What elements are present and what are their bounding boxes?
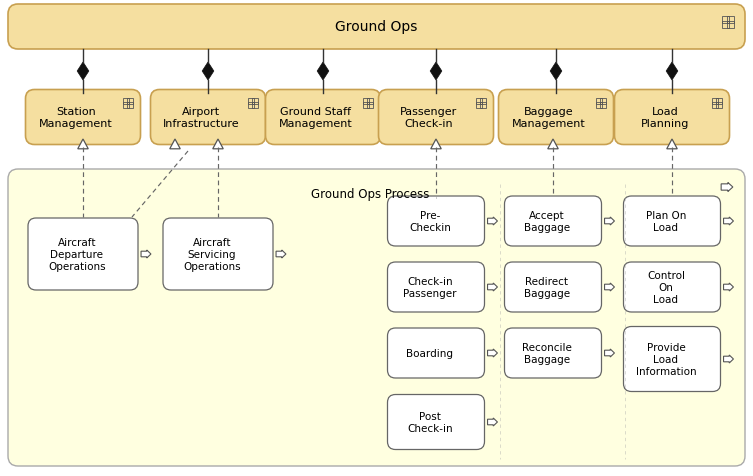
FancyBboxPatch shape (388, 395, 484, 449)
Bar (363, 103, 369, 109)
FancyBboxPatch shape (505, 262, 602, 312)
Bar (123, 103, 129, 109)
Bar (716, 99, 722, 105)
Bar (596, 99, 602, 105)
Polygon shape (141, 250, 151, 258)
Bar (722, 17, 729, 24)
FancyBboxPatch shape (8, 169, 745, 466)
Bar (596, 103, 602, 109)
FancyBboxPatch shape (266, 90, 380, 145)
Text: Baggage
Management: Baggage Management (512, 107, 586, 129)
Bar (712, 103, 718, 109)
Text: Pre-
Checkin: Pre- Checkin (409, 211, 451, 232)
Text: Airport
Infrastructure: Airport Infrastructure (163, 107, 239, 129)
Text: Station
Management: Station Management (39, 107, 113, 129)
Bar (127, 99, 133, 105)
Polygon shape (724, 218, 733, 226)
Bar (480, 103, 486, 109)
Text: Ground Ops: Ground Ops (335, 20, 418, 34)
FancyBboxPatch shape (8, 5, 745, 50)
FancyBboxPatch shape (623, 327, 721, 392)
Polygon shape (547, 140, 558, 149)
Text: Provide
Load
Information: Provide Load Information (636, 343, 697, 376)
Bar (480, 99, 486, 105)
Text: Aircraft
Servicing
Operations: Aircraft Servicing Operations (183, 238, 241, 271)
Polygon shape (487, 418, 498, 426)
FancyBboxPatch shape (498, 90, 614, 145)
Bar (476, 99, 482, 105)
Text: Post
Check-in: Post Check-in (407, 411, 453, 433)
Text: Check-in
Passenger: Check-in Passenger (404, 277, 457, 298)
Polygon shape (431, 140, 441, 149)
Bar (127, 103, 133, 109)
Bar (367, 99, 373, 105)
Text: Aircraft
Departure
Operations: Aircraft Departure Operations (48, 238, 106, 271)
Polygon shape (724, 355, 733, 363)
Polygon shape (169, 140, 180, 149)
FancyBboxPatch shape (614, 90, 730, 145)
Bar (363, 99, 369, 105)
Text: Ground Ops Process: Ground Ops Process (311, 188, 429, 200)
Bar (476, 103, 482, 109)
Polygon shape (430, 63, 442, 81)
FancyBboxPatch shape (623, 197, 721, 247)
FancyBboxPatch shape (388, 197, 484, 247)
Text: Plan On
Load: Plan On Load (646, 211, 686, 232)
Polygon shape (605, 349, 614, 357)
Bar (712, 99, 718, 105)
FancyBboxPatch shape (388, 328, 484, 378)
Bar (600, 103, 606, 109)
Bar (123, 99, 129, 105)
Polygon shape (605, 218, 614, 226)
Polygon shape (605, 283, 614, 291)
FancyBboxPatch shape (151, 90, 266, 145)
FancyBboxPatch shape (28, 218, 138, 290)
Polygon shape (276, 250, 286, 258)
Polygon shape (487, 349, 498, 357)
Bar (727, 17, 733, 24)
Text: Redirect
Baggage: Redirect Baggage (524, 277, 570, 298)
Polygon shape (487, 218, 498, 226)
Bar (248, 99, 254, 105)
Polygon shape (213, 140, 223, 149)
FancyBboxPatch shape (379, 90, 493, 145)
Polygon shape (487, 283, 498, 291)
FancyBboxPatch shape (163, 218, 273, 290)
FancyBboxPatch shape (26, 90, 141, 145)
Polygon shape (721, 183, 733, 192)
Polygon shape (317, 63, 329, 81)
Text: Accept
Baggage: Accept Baggage (524, 211, 570, 232)
Polygon shape (78, 140, 88, 149)
FancyBboxPatch shape (623, 262, 721, 312)
Bar (600, 99, 606, 105)
Bar (722, 22, 729, 29)
Bar (252, 99, 258, 105)
Text: Reconcile
Baggage: Reconcile Baggage (522, 342, 572, 364)
FancyBboxPatch shape (505, 197, 602, 247)
Polygon shape (550, 63, 562, 81)
Bar (727, 22, 733, 29)
Text: Passenger
Check-in: Passenger Check-in (401, 107, 458, 129)
Polygon shape (724, 283, 733, 291)
Bar (252, 103, 258, 109)
Polygon shape (77, 63, 89, 81)
Polygon shape (202, 63, 214, 81)
FancyBboxPatch shape (388, 262, 484, 312)
Polygon shape (666, 140, 677, 149)
Bar (367, 103, 373, 109)
Polygon shape (666, 63, 678, 81)
Bar (716, 103, 722, 109)
FancyBboxPatch shape (505, 328, 602, 378)
Text: Load
Planning: Load Planning (641, 107, 689, 129)
Text: Ground Staff
Management: Ground Staff Management (279, 107, 353, 129)
Text: Boarding: Boarding (407, 348, 453, 358)
Text: Control
On
Load: Control On Load (647, 271, 685, 304)
Bar (248, 103, 254, 109)
